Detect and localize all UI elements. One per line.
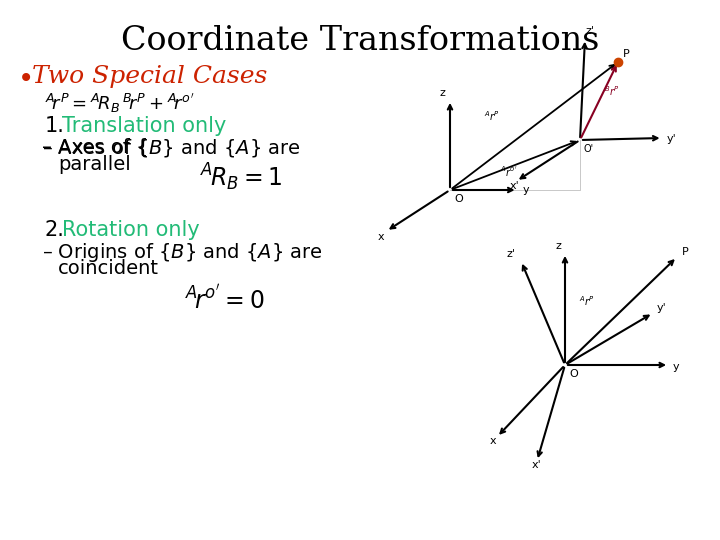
Text: ${}^{A}\!r^{P} = {}^{A\!}R_{B}\,{}^{B}\!r^{P} + {}^{A}\!r^{o'}$: ${}^{A}\!r^{P} = {}^{A\!}R_{B}\,{}^{B}\!…	[45, 91, 194, 115]
Text: z': z'	[507, 249, 516, 259]
Text: y': y'	[667, 134, 676, 144]
Text: O: O	[454, 194, 463, 204]
Text: Translation only: Translation only	[62, 116, 226, 136]
Text: 2.: 2.	[45, 220, 65, 240]
Text: ${}^{A}r^{P}$: ${}^{A}r^{P}$	[579, 294, 595, 308]
Text: y': y'	[657, 302, 667, 313]
Text: Coordinate Transformations: Coordinate Transformations	[121, 25, 599, 57]
Text: ${}^{A}\!r^{o'} = 0$: ${}^{A}\!r^{o'} = 0$	[185, 285, 264, 314]
Text: x: x	[377, 232, 384, 242]
Text: – Axes of {$B$} and {$A$} are: – Axes of {$B$} and {$A$} are	[42, 137, 301, 159]
Text: ${}^{B}r^{P}$: ${}^{B}r^{P}$	[604, 84, 620, 98]
Text: O: O	[569, 369, 577, 379]
Text: z: z	[439, 88, 445, 98]
Text: – Origins of {$B$} and {$A$} are: – Origins of {$B$} and {$A$} are	[42, 241, 323, 264]
Text: z': z'	[585, 26, 594, 36]
Text: ${}^{A}r^{o'}$: ${}^{A}r^{o'}$	[500, 165, 518, 179]
Text: •: •	[18, 65, 35, 93]
Text: O': O'	[584, 144, 594, 154]
Text: ${}^{A}r^{P}$: ${}^{A}r^{P}$	[484, 109, 500, 123]
Text: y: y	[673, 362, 680, 372]
Text: x': x'	[510, 181, 519, 191]
Text: x': x'	[531, 460, 541, 470]
Text: x: x	[490, 436, 497, 446]
Text: P: P	[623, 49, 630, 59]
Text: 1.: 1.	[45, 116, 65, 136]
Text: Two Special Cases: Two Special Cases	[32, 65, 267, 88]
Text: parallel: parallel	[58, 155, 131, 174]
Text: – Axes of {: – Axes of {	[42, 137, 148, 156]
Text: Rotation only: Rotation only	[62, 220, 199, 240]
Text: P: P	[682, 247, 689, 257]
Text: ${}^{A\!}R_{B} = 1$: ${}^{A\!}R_{B} = 1$	[200, 162, 282, 193]
Text: y: y	[523, 185, 529, 195]
Text: z: z	[555, 241, 561, 251]
Text: coincident: coincident	[58, 259, 159, 278]
